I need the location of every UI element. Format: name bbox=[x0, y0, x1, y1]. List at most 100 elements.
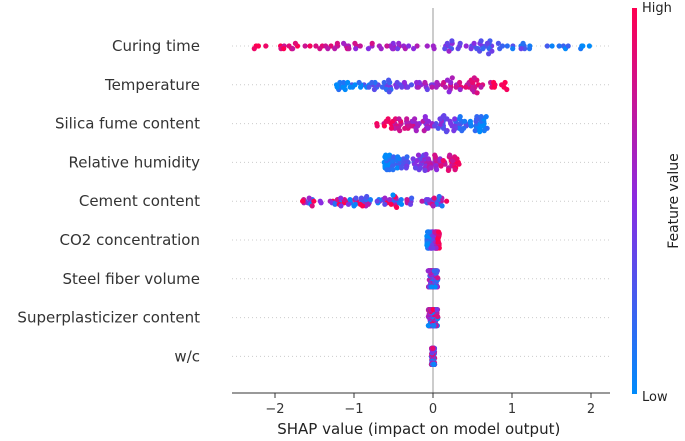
shap-point bbox=[497, 46, 503, 52]
shap-point bbox=[390, 167, 396, 173]
shap-point bbox=[381, 79, 387, 86]
shap-point bbox=[432, 123, 438, 129]
shap-point bbox=[414, 79, 420, 86]
feature-label: w/c bbox=[174, 347, 200, 365]
shap-point bbox=[384, 43, 390, 49]
shap-point bbox=[395, 46, 401, 52]
shap-point bbox=[462, 118, 468, 124]
shap-point bbox=[468, 123, 474, 129]
shap-point bbox=[408, 82, 415, 88]
shap-point bbox=[453, 84, 459, 90]
shap-point bbox=[480, 46, 486, 52]
shap-point bbox=[446, 89, 452, 95]
shap-point bbox=[398, 165, 405, 171]
shap-point bbox=[580, 43, 586, 49]
shap-point bbox=[353, 46, 359, 52]
shap-point bbox=[263, 43, 269, 49]
x-tick-label: 0 bbox=[429, 402, 437, 417]
shap-point bbox=[518, 46, 524, 52]
shap-point bbox=[432, 152, 438, 158]
shap-point bbox=[441, 79, 447, 86]
shap-point bbox=[478, 84, 484, 90]
shap-point bbox=[429, 84, 435, 90]
shap-point bbox=[455, 46, 461, 52]
shap-point bbox=[463, 84, 469, 90]
shap-point bbox=[386, 77, 392, 83]
shap-point bbox=[457, 40, 463, 47]
x-axis-title: SHAP value (impact on model output) bbox=[277, 420, 560, 438]
feature-label: Steel fiber volume bbox=[63, 270, 201, 288]
x-axis-ticks: −2 −1 0 1 2 bbox=[265, 393, 595, 417]
shap-point bbox=[412, 165, 419, 171]
shap-point bbox=[484, 40, 490, 47]
shap-point bbox=[388, 125, 394, 131]
shap-point bbox=[415, 152, 422, 158]
shap-point bbox=[281, 46, 287, 52]
shap-point bbox=[399, 84, 405, 90]
shap-point bbox=[474, 90, 480, 96]
shap-point bbox=[463, 43, 469, 49]
x-tick-label: −2 bbox=[265, 402, 284, 417]
shap-point bbox=[383, 152, 389, 158]
shap-point bbox=[332, 46, 338, 52]
shap-point bbox=[374, 198, 380, 204]
shap-point bbox=[364, 193, 370, 200]
shap-point bbox=[379, 84, 385, 90]
shap-point bbox=[405, 84, 411, 90]
shap-point bbox=[397, 128, 403, 134]
shap-point bbox=[398, 201, 405, 207]
shap-point bbox=[382, 201, 388, 207]
shap-point bbox=[434, 79, 440, 86]
shap-point bbox=[431, 361, 437, 367]
shap-point bbox=[457, 86, 463, 93]
shap-point bbox=[442, 46, 448, 52]
shap-point bbox=[351, 203, 357, 209]
shap-point bbox=[394, 84, 400, 90]
shap-point bbox=[365, 46, 371, 52]
shap-point bbox=[401, 79, 407, 86]
colorbar-title: Feature value bbox=[666, 153, 682, 249]
feature-label: Temperature bbox=[104, 76, 200, 94]
feature-label: CO2 concentration bbox=[60, 231, 200, 249]
feature-label: Silica fume content bbox=[55, 115, 200, 133]
shap-point bbox=[441, 113, 447, 119]
shap-point bbox=[389, 46, 396, 52]
colorbar bbox=[632, 8, 637, 394]
shap-point bbox=[425, 323, 431, 329]
shap-point bbox=[444, 40, 450, 47]
shap-point bbox=[426, 268, 432, 274]
shap-point bbox=[447, 118, 453, 124]
shap-point bbox=[424, 242, 430, 248]
shap-point bbox=[433, 84, 439, 90]
shap-point bbox=[436, 193, 442, 200]
shap-point bbox=[422, 167, 428, 173]
shap-point bbox=[430, 203, 436, 209]
shap-point bbox=[439, 203, 445, 209]
shap-point bbox=[407, 201, 414, 207]
shap-point bbox=[345, 201, 351, 207]
shap-point bbox=[435, 275, 441, 281]
shap-point bbox=[369, 40, 375, 47]
shap-point bbox=[356, 79, 362, 86]
shap-point bbox=[432, 284, 438, 290]
shap-point bbox=[345, 79, 351, 86]
shap-point bbox=[472, 128, 478, 134]
shap-point bbox=[353, 195, 359, 201]
shap-point bbox=[371, 86, 377, 93]
feature-label: Superplasticizer content bbox=[17, 309, 200, 327]
shap-point bbox=[425, 229, 431, 235]
shap-point bbox=[394, 204, 400, 210]
shap-point bbox=[342, 86, 348, 93]
shap-point bbox=[390, 154, 397, 160]
shap-point bbox=[414, 158, 420, 164]
shap-point bbox=[388, 201, 394, 207]
shap-point bbox=[544, 43, 550, 49]
shap-point bbox=[434, 307, 440, 313]
shap-point bbox=[431, 323, 437, 329]
shap-point bbox=[404, 197, 410, 203]
shap-point bbox=[412, 116, 418, 122]
shap-point bbox=[350, 84, 356, 90]
shap-point bbox=[381, 123, 387, 129]
colorbar-high-label: High bbox=[642, 1, 672, 16]
